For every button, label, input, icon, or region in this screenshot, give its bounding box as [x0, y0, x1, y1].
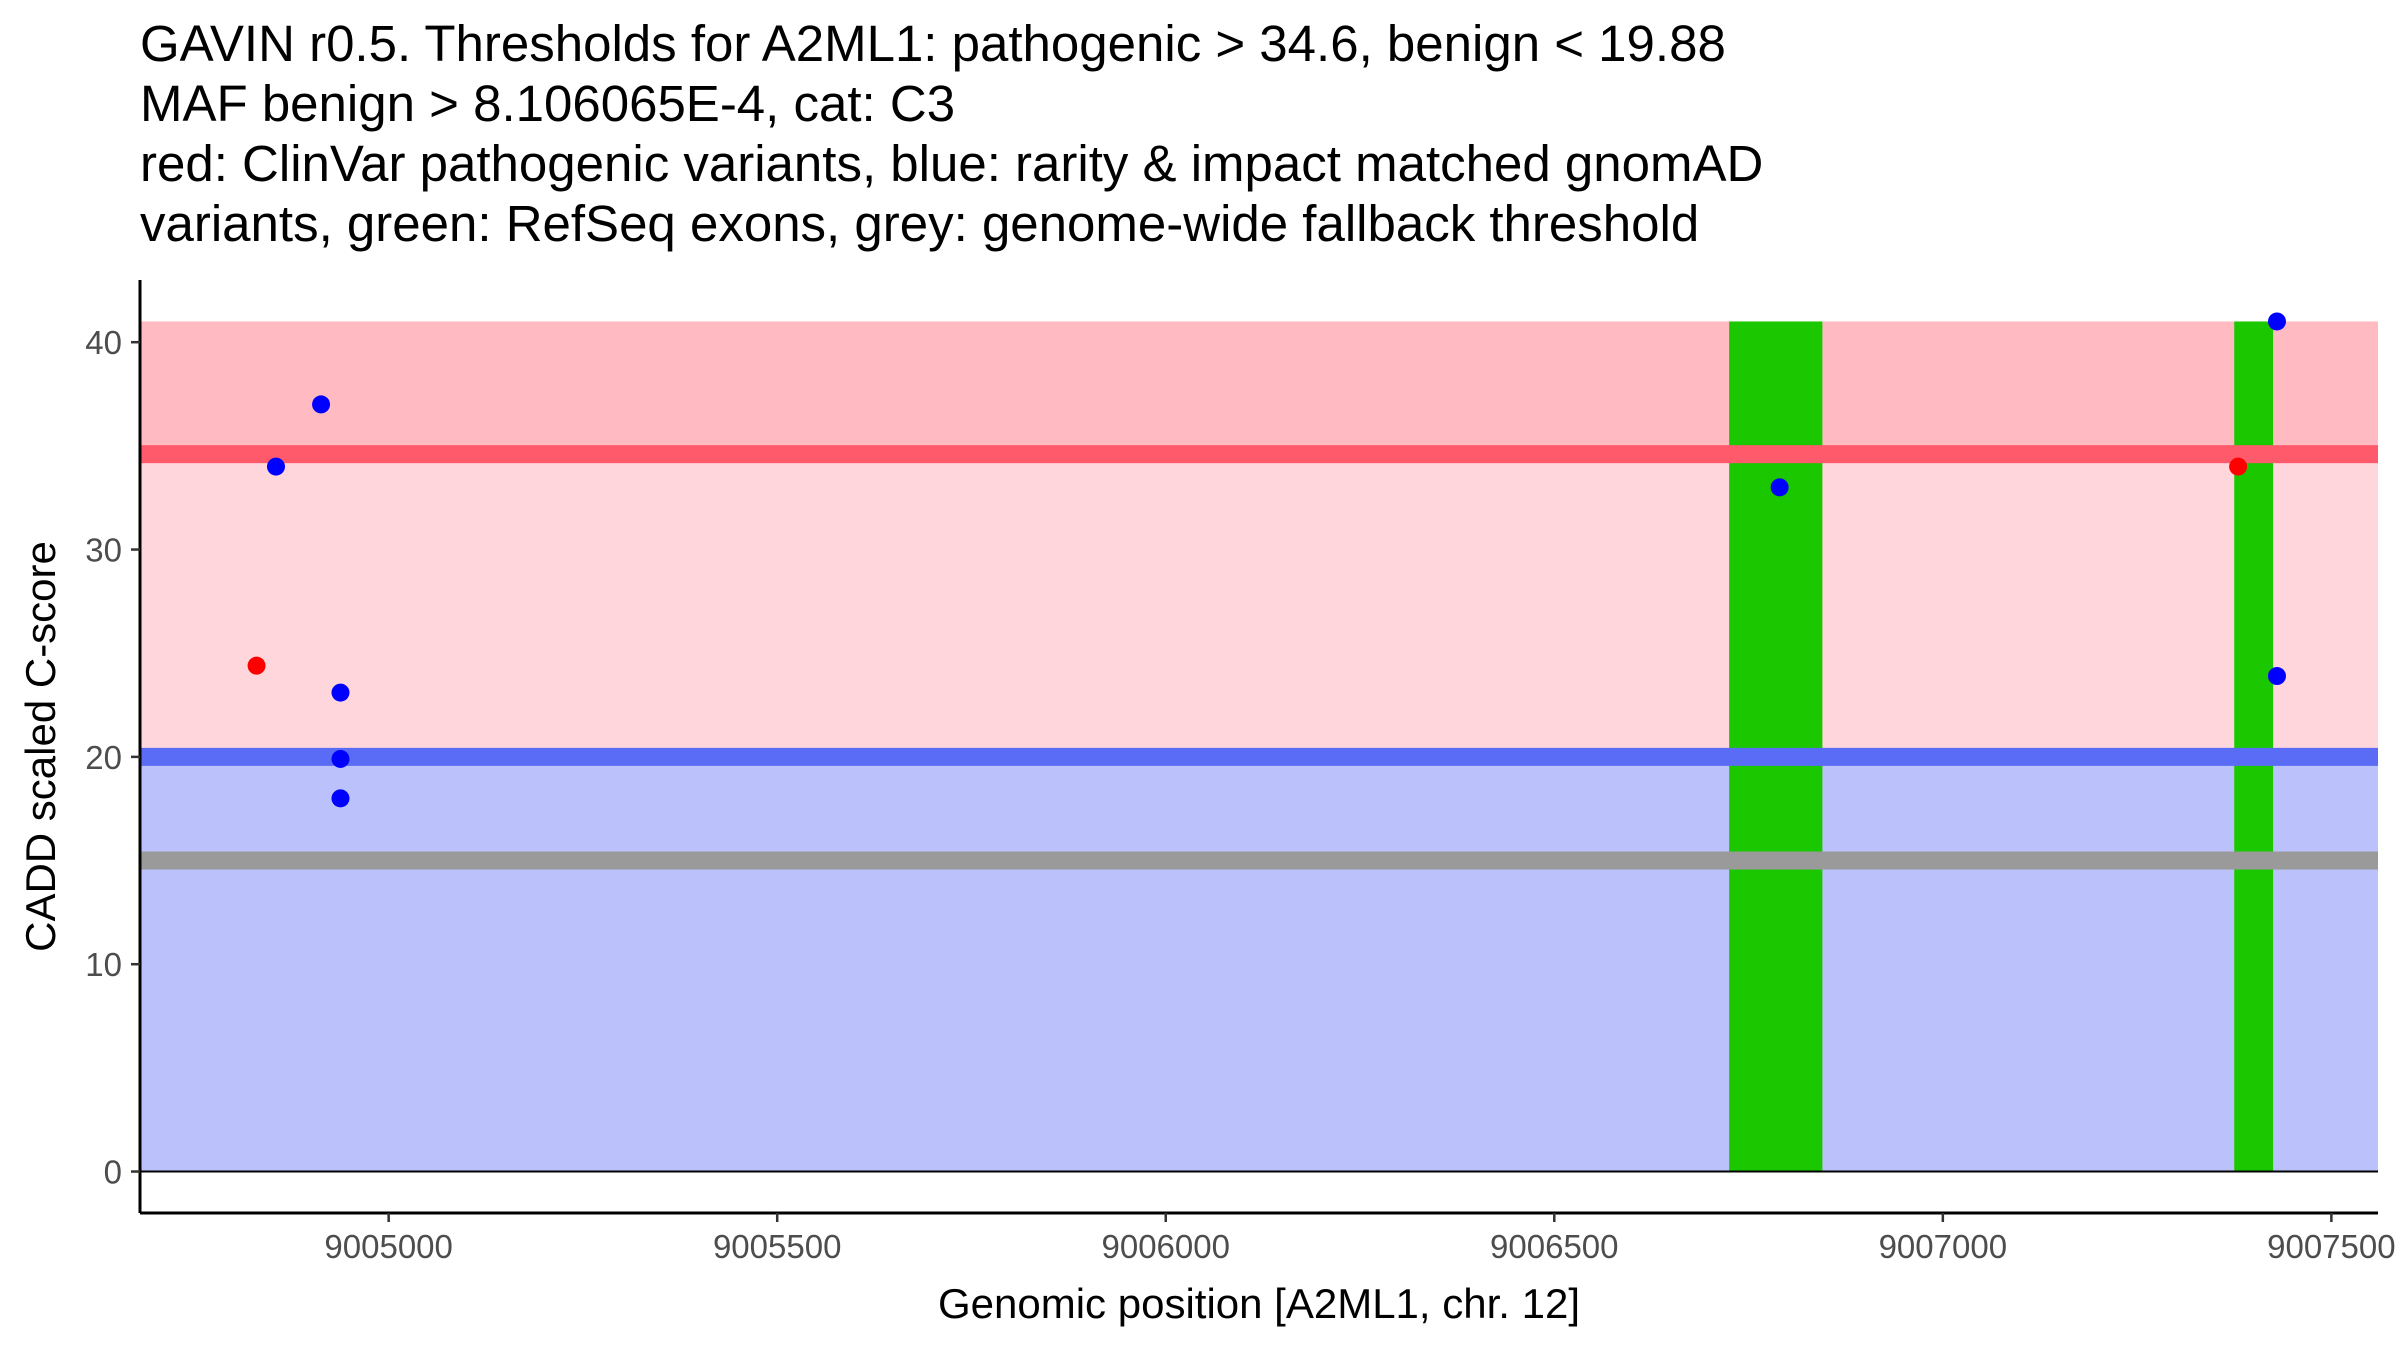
- y-tick-label: 30: [85, 532, 122, 569]
- variant-point-s0-0: [247, 656, 266, 675]
- x-tick-label: 9007500: [2267, 1228, 2395, 1265]
- uncertain-zone-band: [140, 454, 2378, 760]
- variant-point-s1-7: [2267, 667, 2286, 686]
- variant-point-s1-1: [266, 457, 285, 476]
- y-tick-label: 0: [104, 1154, 122, 1191]
- x-tick-label: 9005000: [324, 1228, 452, 1265]
- y-tick-label: 40: [85, 324, 122, 361]
- title-line-2: MAF benign > 8.106065E-4, cat: C3: [140, 75, 956, 132]
- title-line-4: variants, green: RefSeq exons, grey: gen…: [140, 195, 1700, 252]
- variant-point-s1-3: [331, 749, 350, 768]
- threshold-lines: [140, 445, 2378, 1173]
- y-axis-title: CADD scaled C-score: [17, 541, 64, 952]
- variant-points: [247, 312, 2286, 808]
- chart-title: GAVIN r0.5. Thresholds for A2ML1: pathog…: [140, 14, 1763, 254]
- y-tick-label: 20: [85, 739, 122, 776]
- y-tick-label: 10: [85, 946, 122, 983]
- variant-point-s1-6: [2267, 312, 2286, 331]
- benign-threshold-line: [140, 747, 2378, 766]
- benign-zone-band: [140, 759, 2378, 1172]
- title-line-3: red: ClinVar pathogenic variants, blue: …: [140, 135, 1764, 192]
- axes: 0 10 20 30 40 9005000 9005500 9006000 9006500 900…: [85, 280, 2396, 1265]
- variant-point-s1-5: [1770, 478, 1789, 497]
- variant-point-s1-0: [312, 395, 331, 414]
- variant-point-s1-4: [331, 789, 350, 808]
- variant-point-s1-2: [331, 683, 350, 702]
- x-tick-label: 9006500: [1490, 1228, 1618, 1265]
- pathogenic-zone-band: [140, 321, 2378, 455]
- fallback-threshold-line: [140, 851, 2378, 870]
- x-tick-label: 9007000: [1879, 1228, 2007, 1265]
- threshold-bands: [140, 321, 2378, 1172]
- pathogenic-threshold-line: [140, 445, 2378, 464]
- x-tick-label: 9005500: [713, 1228, 841, 1265]
- variant-point-s0-1: [2229, 457, 2248, 476]
- x-axis-title: Genomic position [A2ML1, chr. 12]: [938, 1280, 1580, 1327]
- title-line-1: GAVIN r0.5. Thresholds for A2ML1: pathog…: [140, 15, 1726, 72]
- x-tick-label: 9006000: [1102, 1228, 1230, 1265]
